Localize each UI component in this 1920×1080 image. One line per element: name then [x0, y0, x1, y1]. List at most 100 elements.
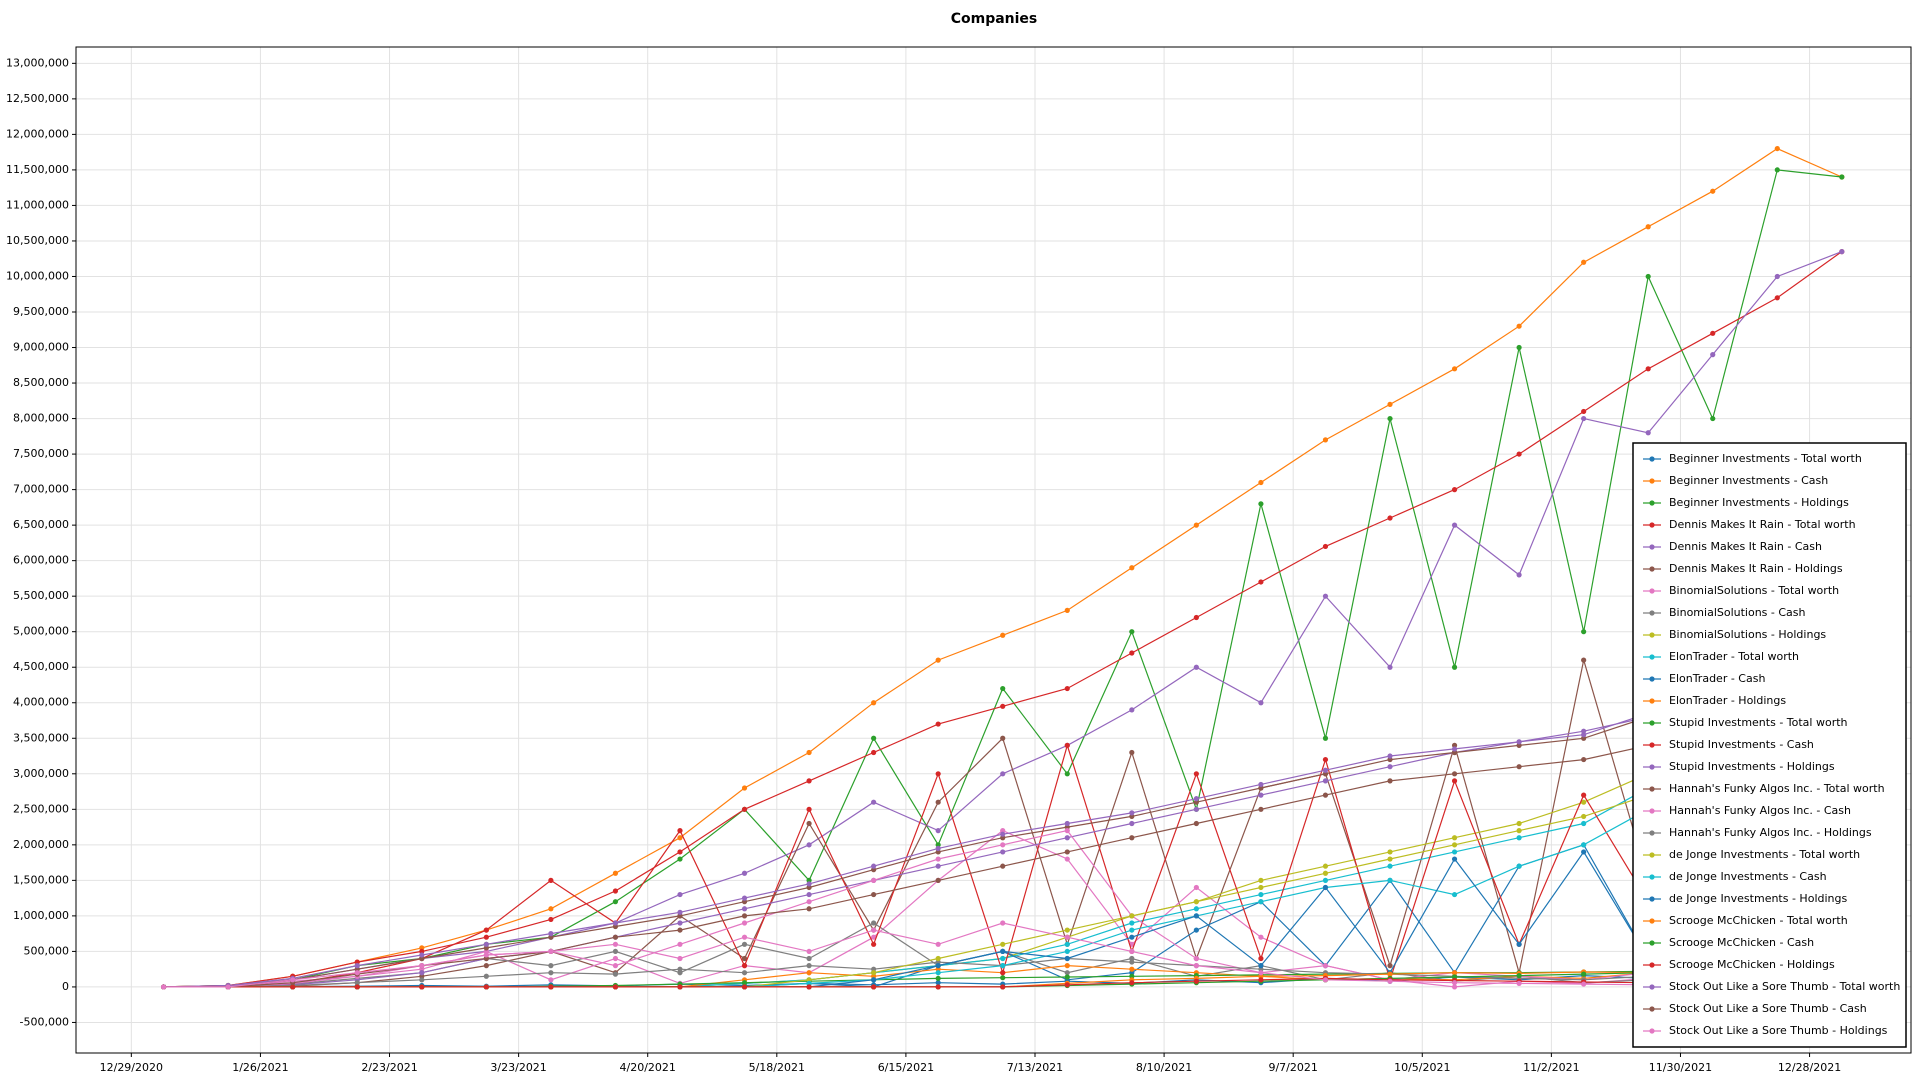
data-point [612, 984, 619, 990]
legend-marker [1649, 478, 1655, 484]
data-point [741, 895, 748, 901]
data-point [1193, 771, 1199, 777]
data-point [1710, 415, 1716, 422]
data-point [806, 980, 812, 986]
data-point [1064, 974, 1070, 980]
data-point [1516, 344, 1522, 351]
data-point [1258, 966, 1264, 972]
data-point [548, 931, 554, 937]
data-point [871, 799, 877, 805]
data-point [935, 970, 941, 976]
data-point [1000, 920, 1006, 926]
legend-marker [1649, 720, 1655, 726]
legend-label: Dennis Makes It Rain - Cash [1669, 540, 1822, 553]
data-point [1387, 978, 1393, 984]
data-point [1516, 972, 1522, 979]
x-tick-label: 11/30/2021 [1649, 1061, 1712, 1074]
data-point [1129, 820, 1135, 827]
data-point [935, 771, 941, 777]
y-tick-label: 10,500,000 [6, 234, 69, 247]
y-tick-label: 7,500,000 [13, 447, 69, 460]
legend-label: Stupid Investments - Total worth [1669, 716, 1848, 729]
data-point [1516, 980, 1522, 986]
data-point [225, 984, 231, 990]
data-point [419, 948, 425, 955]
y-tick-label: 10,000,000 [6, 269, 69, 282]
legend-label: Scrooge McChicken - Total worth [1669, 914, 1848, 927]
data-point [1258, 955, 1264, 962]
data-point [1645, 224, 1651, 230]
data-point [1064, 849, 1070, 855]
data-point [741, 785, 748, 791]
data-point [1387, 764, 1393, 770]
y-tick-label: 5,000,000 [13, 625, 69, 638]
data-point [483, 955, 489, 962]
data-point [419, 984, 425, 990]
y-tick-label: 11,000,000 [6, 198, 69, 211]
series-line [163, 659, 1842, 988]
legend-marker [1649, 786, 1655, 792]
data-point [1581, 259, 1587, 265]
data-point [1451, 366, 1458, 372]
data-point [1129, 948, 1135, 955]
data-point [419, 977, 425, 983]
data-point [1258, 781, 1264, 788]
data-point [1258, 479, 1264, 486]
data-point [419, 945, 425, 951]
data-point [806, 970, 812, 976]
data-point [483, 927, 489, 933]
data-point [1258, 973, 1264, 979]
legend-marker [1649, 918, 1655, 924]
data-point [677, 849, 683, 855]
legend-label: Hannah's Funky Algos Inc. - Holdings [1669, 826, 1872, 839]
data-point [1322, 767, 1329, 773]
legend-label: BinomialSolutions - Holdings [1669, 628, 1826, 641]
legend-marker [1649, 522, 1655, 528]
data-point [1516, 941, 1522, 947]
data-point [548, 963, 554, 969]
data-point [806, 891, 812, 898]
data-point [1064, 970, 1070, 976]
data-point [612, 971, 619, 977]
legend-label: Beginner Investments - Cash [1669, 474, 1828, 487]
legend-marker [1649, 566, 1655, 572]
data-point [1451, 980, 1458, 986]
data-point [1387, 664, 1393, 670]
legend-label: ElonTrader - Holdings [1669, 694, 1786, 707]
data-point [1064, 685, 1070, 692]
data-point [1387, 963, 1393, 969]
x-tick-label: 6/15/2021 [878, 1061, 934, 1074]
data-point [1193, 955, 1199, 962]
data-point [806, 955, 812, 962]
data-point [419, 955, 425, 962]
data-point [806, 984, 812, 990]
data-point [612, 899, 619, 905]
data-point [871, 867, 877, 873]
data-point [548, 970, 554, 976]
data-point [1258, 977, 1264, 983]
legend-marker [1649, 500, 1655, 506]
legend-label: Dennis Makes It Rain - Total worth [1669, 518, 1856, 531]
data-point [1129, 959, 1135, 965]
data-point [483, 984, 489, 990]
data-point [612, 948, 619, 955]
legend-marker [1649, 852, 1655, 858]
data-point [1581, 849, 1587, 855]
data-point [1258, 899, 1264, 905]
data-point [1193, 799, 1199, 805]
legend-label: BinomialSolutions - Total worth [1669, 584, 1839, 597]
data-point [1258, 963, 1264, 969]
data-point [1000, 941, 1006, 947]
data-point [1774, 295, 1780, 301]
data-point [741, 920, 748, 926]
data-point [741, 941, 748, 947]
data-point [1322, 756, 1329, 763]
data-point [1258, 934, 1264, 940]
legend-label: ElonTrader - Total worth [1669, 650, 1799, 663]
data-point [1451, 970, 1458, 976]
data-point [1387, 877, 1393, 883]
data-point [1581, 842, 1587, 848]
y-tick-label: 2,000,000 [13, 838, 69, 851]
data-point [1581, 657, 1587, 663]
data-point [1322, 735, 1329, 741]
